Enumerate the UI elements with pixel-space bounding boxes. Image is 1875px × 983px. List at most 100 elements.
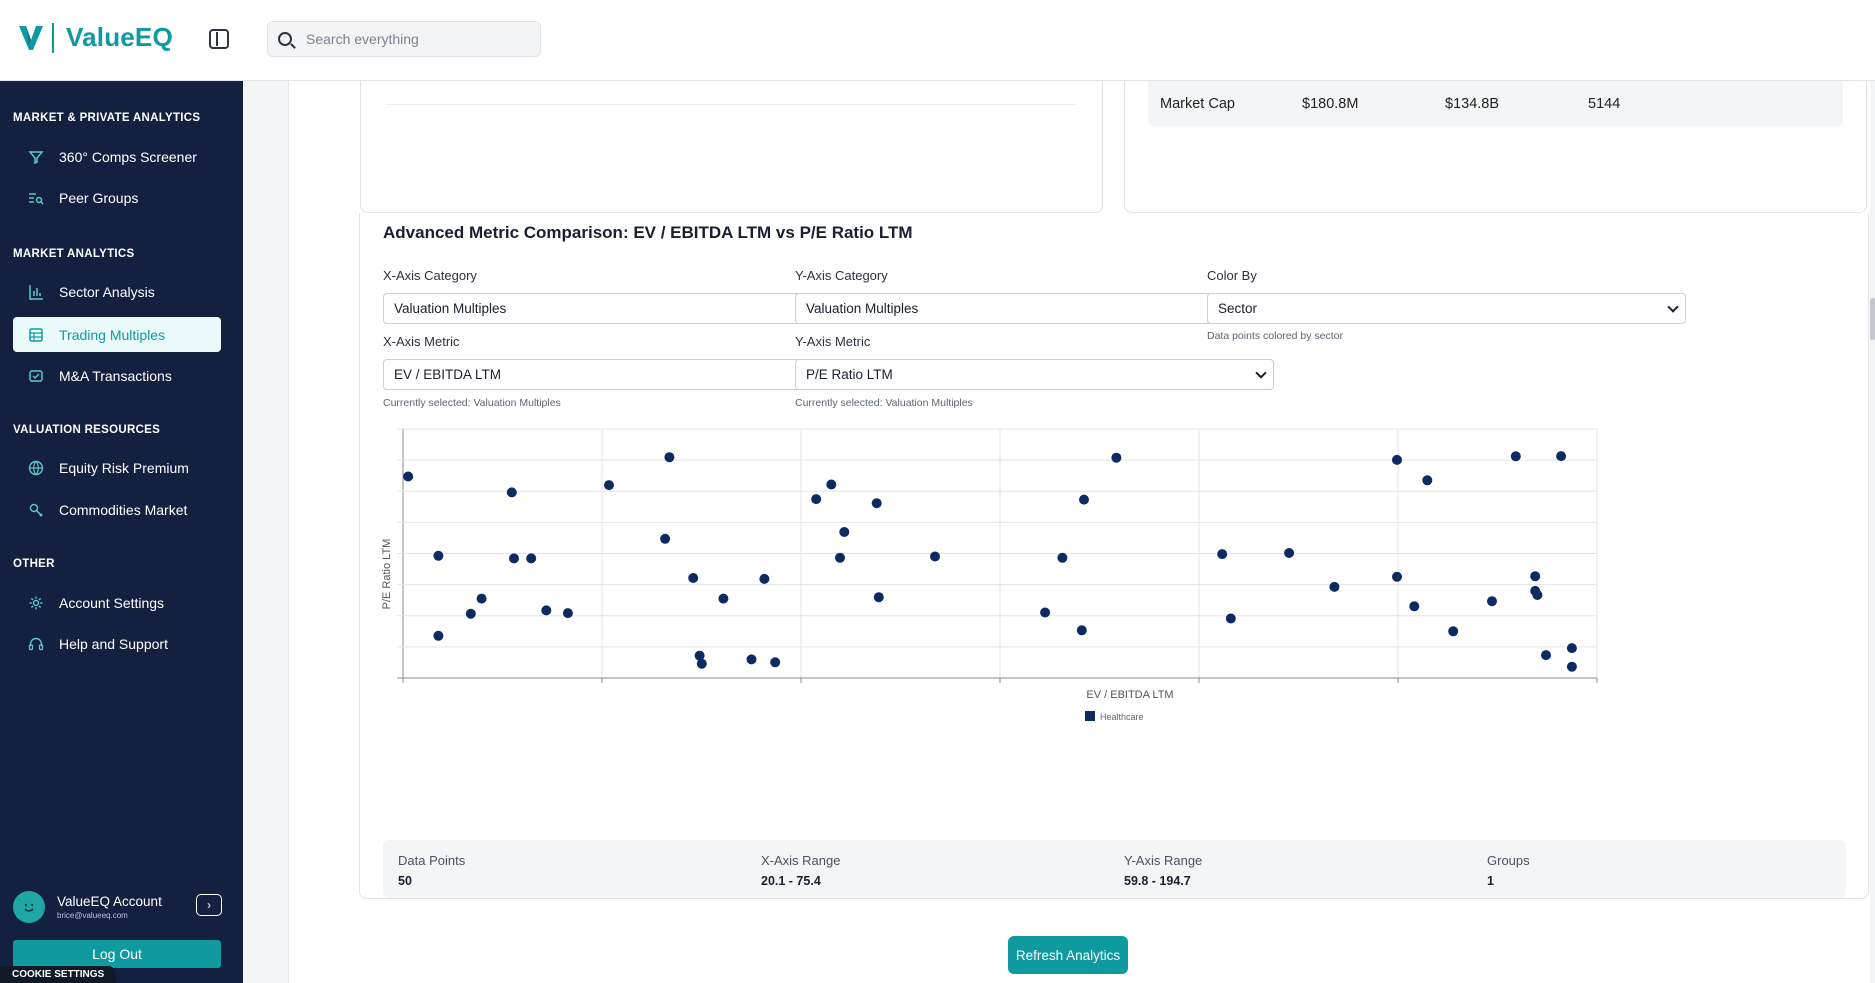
funnel-icon <box>27 148 45 166</box>
search-input[interactable] <box>306 31 526 47</box>
data-point[interactable] <box>1329 581 1340 592</box>
valueeq-logo-icon <box>19 25 43 50</box>
account-menu-chevron-icon[interactable]: › <box>196 894 222 916</box>
data-point[interactable] <box>509 553 519 564</box>
data-point[interactable] <box>604 480 614 491</box>
data-point[interactable] <box>1409 601 1420 612</box>
section-title-market-private: MARKET & PRIVATE ANALYTICS <box>13 112 201 124</box>
search-icon <box>278 32 292 46</box>
data-point[interactable] <box>873 592 884 603</box>
data-point[interactable] <box>746 654 757 665</box>
data-point[interactable] <box>1217 549 1228 560</box>
sidebar-item-commodities-market[interactable]: Commodities Market <box>13 492 221 527</box>
data-point[interactable] <box>1556 451 1567 462</box>
data-point[interactable] <box>1487 596 1497 607</box>
data-point[interactable] <box>1392 571 1402 582</box>
sidebar-item-label: Commodities Market <box>59 501 188 518</box>
x-category-label: X-Axis Category <box>383 268 477 283</box>
data-point[interactable] <box>835 552 845 563</box>
data-point[interactable] <box>403 471 414 482</box>
metric-count: 5144 <box>1588 95 1621 112</box>
data-point[interactable] <box>826 479 837 490</box>
sidebar-item-comps-screener[interactable]: 360° Comps Screener <box>13 139 221 174</box>
data-point[interactable] <box>1057 552 1068 563</box>
commodity-icon <box>27 501 45 519</box>
section-title-valuation-resources: VALUATION RESOURCES <box>13 424 161 436</box>
data-point[interactable] <box>688 573 699 583</box>
data-point[interactable] <box>1392 454 1402 465</box>
sidebar-item-account-settings[interactable]: Account Settings <box>13 585 221 620</box>
data-point[interactable] <box>1510 451 1521 462</box>
data-point[interactable] <box>562 608 573 619</box>
data-point[interactable] <box>465 608 476 619</box>
data-point[interactable] <box>433 550 444 561</box>
data-point[interactable] <box>433 630 444 641</box>
sidebar-item-trading-multiples[interactable]: Trading Multiples <box>13 317 221 352</box>
sidebar-item-sector-analysis[interactable]: Sector Analysis <box>13 274 221 309</box>
data-point[interactable] <box>660 533 671 544</box>
data-point[interactable] <box>1448 626 1459 637</box>
x-metric-select[interactable]: EV / EBITDA LTM <box>383 359 862 390</box>
data-point[interactable] <box>476 593 487 604</box>
color-by-select[interactable]: Sector <box>1207 293 1686 324</box>
logout-button[interactable]: Log Out <box>13 940 221 968</box>
scatter-chart: EV / EBITDA LTM P/E Ratio LTM Healthcare <box>381 428 1598 722</box>
data-point[interactable] <box>1566 643 1577 654</box>
data-point[interactable] <box>1532 590 1543 600</box>
data-point[interactable] <box>1541 650 1551 661</box>
data-point[interactable] <box>1530 571 1541 582</box>
data-point[interactable] <box>664 452 675 463</box>
x-metric-label: X-Axis Metric <box>383 334 460 349</box>
y-metric-hint: Currently selected: Valuation Multiples <box>795 397 973 409</box>
x-category-select[interactable]: Valuation Multiples <box>383 293 862 324</box>
data-point[interactable] <box>696 658 707 669</box>
sidebar: MARKET & PRIVATE ANALYTICS 360° Comps Sc… <box>0 81 243 983</box>
data-point[interactable] <box>1422 475 1433 486</box>
data-point[interactable] <box>526 553 537 564</box>
data-point[interactable] <box>1111 452 1122 463</box>
refresh-analytics-button[interactable]: Refresh Analytics <box>1008 936 1128 974</box>
section-title: Advanced Metric Comparison: EV / EBITDA … <box>383 223 913 242</box>
account-panel[interactable]: ValueEQ Account brice@valueeq.com › <box>13 889 223 925</box>
data-point[interactable] <box>718 593 729 604</box>
card-summary-table: Market Cap $180.8M $134.8B 5144 <box>1124 81 1867 213</box>
sidebar-toggle-icon[interactable] <box>209 29 229 49</box>
cookie-settings-button[interactable]: COOKIE SETTINGS <box>0 966 117 983</box>
data-point[interactable] <box>1566 661 1577 672</box>
sidebar-item-equity-risk-premium[interactable]: Equity Risk Premium <box>13 450 221 485</box>
data-point[interactable] <box>1284 548 1295 558</box>
data-point[interactable] <box>871 498 882 509</box>
stat-label: Data Points <box>398 853 466 868</box>
data-point[interactable] <box>1225 613 1236 624</box>
data-point[interactable] <box>930 551 940 562</box>
metric-name: Market Cap <box>1160 95 1235 112</box>
scrollbar-handle[interactable] <box>1870 298 1875 340</box>
color-by-hint: Data points colored by sector <box>1207 330 1343 342</box>
data-point[interactable] <box>1079 494 1089 505</box>
data-point[interactable] <box>1040 607 1051 618</box>
y-axis-label: P/E Ratio LTM <box>381 539 393 610</box>
data-point[interactable] <box>759 573 770 584</box>
y-metric-label: Y-Axis Metric <box>795 334 871 349</box>
sidebar-item-help-support[interactable]: Help and Support <box>13 626 221 661</box>
chevron-down-icon <box>1667 301 1679 313</box>
sidebar-item-ma-transactions[interactable]: M&A Transactions <box>13 358 221 393</box>
sidebar-item-peer-groups[interactable]: Peer Groups <box>13 180 221 215</box>
search-box[interactable] <box>267 21 541 57</box>
chart-points <box>403 451 1577 672</box>
data-point[interactable] <box>541 605 552 616</box>
data-point[interactable] <box>1076 625 1087 636</box>
stat-data-points: Data Points 50 <box>398 853 465 888</box>
data-point[interactable] <box>506 487 517 498</box>
sidebar-item-label: Sector Analysis <box>59 283 155 300</box>
data-point[interactable] <box>811 494 822 505</box>
y-metric-select[interactable]: P/E Ratio LTM <box>795 359 1274 390</box>
app-logo[interactable]: ValueEQ <box>18 22 173 53</box>
data-point[interactable] <box>839 527 850 537</box>
data-point[interactable] <box>770 657 781 668</box>
y-category-select[interactable]: Valuation Multiples <box>795 293 1274 324</box>
data-point[interactable] <box>694 650 705 661</box>
globe-icon <box>27 459 45 477</box>
logo-text: ValueEQ <box>66 22 173 52</box>
sidebar-item-label: Account Settings <box>59 594 165 611</box>
